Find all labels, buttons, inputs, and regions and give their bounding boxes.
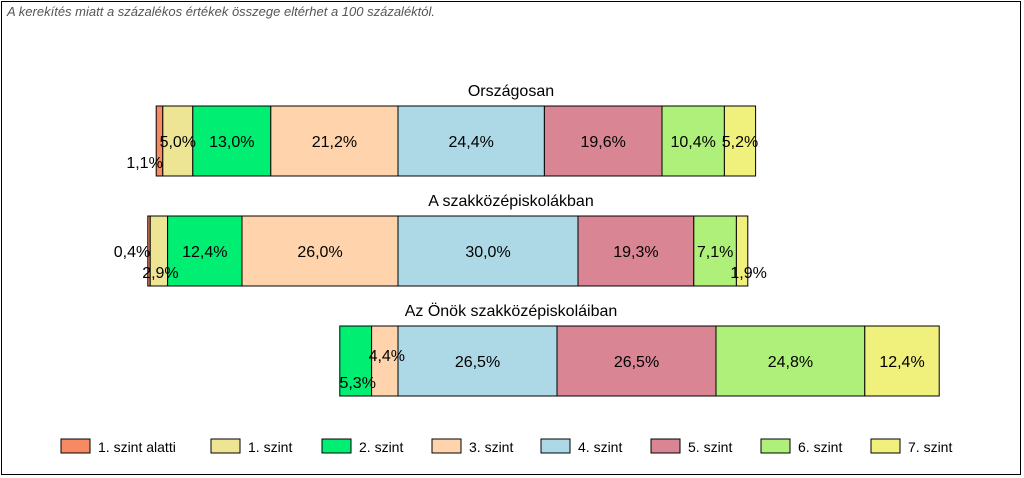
legend-label: 4. szint xyxy=(578,439,622,455)
data-label: 2,9% xyxy=(142,265,178,282)
legend-label: 5. szint xyxy=(688,439,732,455)
data-label: 5,3% xyxy=(339,375,375,392)
bar-segment xyxy=(556,325,717,397)
bar-segment xyxy=(715,325,866,397)
legend-label: 1. szint xyxy=(248,439,292,455)
data-label: 24,4% xyxy=(449,134,494,151)
bar-segment xyxy=(397,105,545,177)
bar-segment xyxy=(167,215,243,287)
bar-segment xyxy=(371,325,399,397)
data-label: 5,0% xyxy=(160,134,196,151)
data-label: 13,0% xyxy=(209,134,254,151)
legend-label: 3. szint xyxy=(469,439,513,455)
data-label: 26,5% xyxy=(455,354,500,371)
legend-label: 1. szint alatti xyxy=(98,439,176,455)
legend-swatch xyxy=(650,438,681,454)
data-label: 1,9% xyxy=(730,265,766,282)
data-label: 26,0% xyxy=(297,244,342,261)
data-label: 24,8% xyxy=(768,354,813,371)
legend-label: 2. szint xyxy=(359,439,403,455)
bar-title: Az Önök szakközépiskoláiban xyxy=(405,302,618,320)
data-label: 30,0% xyxy=(465,244,510,261)
data-label: 10,4% xyxy=(671,134,716,151)
bar-segment xyxy=(397,325,558,397)
legend-swatch xyxy=(210,438,241,454)
bar-segment xyxy=(661,105,725,177)
legend-swatch xyxy=(870,438,901,454)
data-label: 12,4% xyxy=(182,244,227,261)
bar-segment xyxy=(693,215,737,287)
bar-segment xyxy=(735,215,749,287)
bar-title: Országosan xyxy=(468,83,554,100)
legend-swatch xyxy=(60,438,91,454)
legend-label: 7. szint xyxy=(908,439,952,455)
bar-segment xyxy=(192,105,272,177)
legend-swatch xyxy=(760,438,791,454)
data-label: 21,2% xyxy=(312,134,357,151)
bar-segment xyxy=(864,325,940,397)
data-label: 19,6% xyxy=(581,134,626,151)
legend-swatch xyxy=(540,438,571,454)
legend-label: 6. szint xyxy=(798,439,842,455)
data-label: 7,1% xyxy=(697,244,733,261)
data-label: 5,2% xyxy=(722,134,758,151)
bar-segment xyxy=(723,105,757,177)
bar-segment xyxy=(543,105,663,177)
legend-swatch xyxy=(321,438,352,454)
bar-segment xyxy=(339,325,373,397)
data-label: 1,1% xyxy=(126,155,162,172)
data-label: 4,4% xyxy=(369,348,405,365)
data-label: 26,5% xyxy=(614,354,659,371)
rounding-note: A kerekítés miatt a százalékos értékek ö… xyxy=(7,4,436,19)
bar-segment xyxy=(577,215,695,287)
data-label: 19,3% xyxy=(613,244,658,261)
bar-segment xyxy=(270,105,399,177)
data-label: 12,4% xyxy=(879,354,924,371)
legend-swatch xyxy=(431,438,462,454)
data-label: 0,4% xyxy=(114,244,150,261)
bar-segment xyxy=(397,215,579,287)
bar-title: A szakközépiskolákban xyxy=(428,193,593,210)
